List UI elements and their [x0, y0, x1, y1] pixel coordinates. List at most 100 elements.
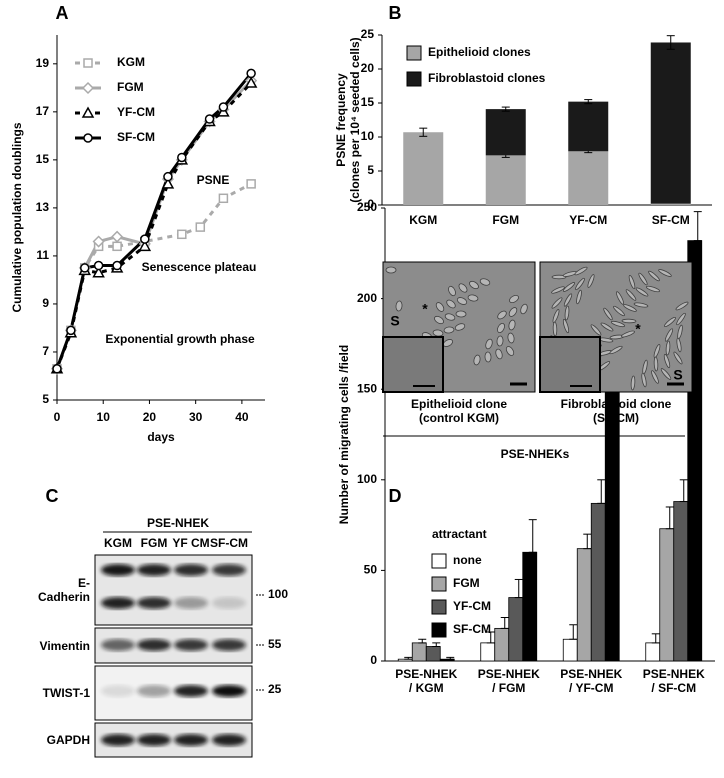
- cell: [664, 328, 674, 342]
- cell: [651, 370, 659, 384]
- cell: [638, 272, 648, 286]
- row-label: E- Cadherin: [37, 576, 90, 604]
- cell: [621, 330, 635, 338]
- legend-label: FGM: [117, 80, 144, 94]
- legend-label: YF-CM: [453, 599, 491, 613]
- band: [212, 639, 246, 651]
- band: [174, 639, 208, 651]
- legend-swatch: [431, 576, 447, 592]
- cell: [641, 372, 647, 388]
- micrograph-label: *: [422, 301, 428, 317]
- cell: [456, 297, 468, 305]
- band: [137, 639, 171, 651]
- point: [81, 81, 95, 95]
- cell: [485, 338, 493, 350]
- cell: [676, 312, 686, 326]
- cell: [603, 307, 613, 321]
- x-tick-label: PSE-NHEK / SF-CM: [642, 667, 705, 695]
- band: [137, 685, 171, 697]
- y-tick-label: 200: [357, 291, 377, 305]
- cell: [673, 351, 683, 365]
- x-tick-label: 30: [189, 410, 203, 424]
- x-tick-label: 20: [143, 410, 157, 424]
- y-tick-label: 19: [36, 56, 50, 70]
- cell: [551, 286, 565, 294]
- cell: [508, 307, 518, 317]
- micrograph-label: *: [635, 321, 641, 337]
- cell: [469, 280, 479, 290]
- legend-swatch: [406, 45, 422, 61]
- cell: [508, 319, 516, 331]
- point: [93, 260, 104, 271]
- y-tick-label: 150: [357, 381, 377, 395]
- inset: [539, 336, 601, 393]
- x-tick-label: YF-CM: [569, 213, 607, 227]
- cell: [495, 348, 503, 360]
- cell: [444, 313, 456, 321]
- point: [218, 102, 229, 112]
- cell: [395, 300, 403, 312]
- cell: [590, 324, 602, 336]
- y-tick-label: 20: [361, 61, 375, 75]
- cell: [562, 318, 570, 334]
- row-label: GAPDH: [46, 733, 90, 747]
- cell: [458, 283, 468, 293]
- cell: [625, 289, 637, 301]
- band: [137, 734, 171, 746]
- point: [52, 364, 62, 374]
- cell: [648, 270, 660, 282]
- band: [101, 685, 135, 697]
- cell: [621, 318, 637, 324]
- bar: [411, 642, 427, 662]
- y-tick-label: 5: [42, 392, 49, 406]
- point: [244, 76, 258, 88]
- cell: [507, 332, 515, 344]
- marker-label: 25: [268, 682, 282, 696]
- marker-label: 55: [268, 637, 282, 651]
- point: [138, 239, 152, 252]
- cell: [385, 266, 397, 274]
- legend-label: YF-CM: [117, 105, 155, 119]
- point: [204, 114, 215, 124]
- point: [92, 266, 105, 278]
- micrograph-caption: Epithelioid clone (control KGM): [410, 397, 508, 425]
- panel-label: C: [46, 486, 59, 506]
- x-tick-label: PSE-NHEK / KGM: [395, 667, 458, 695]
- bar: [494, 627, 510, 662]
- cell: [520, 303, 528, 315]
- y-tick-label: 250: [357, 200, 377, 214]
- cell: [675, 301, 689, 311]
- y-tick-label: 15: [361, 95, 375, 109]
- y-tick-label: 0: [367, 197, 374, 211]
- bar: [508, 597, 524, 662]
- cell: [473, 354, 481, 366]
- cell: [635, 287, 649, 297]
- cell: [610, 320, 626, 328]
- y-axis-label: (clones per 10⁴ seeded cells): [348, 37, 362, 202]
- x-tick-label: 0: [54, 410, 61, 424]
- bar-segment: [485, 155, 526, 205]
- x-tick-label: 10: [97, 410, 111, 424]
- cell: [575, 277, 585, 291]
- micrograph-caption: Fibroblastoid clone (SF-CM): [560, 397, 672, 425]
- bar-segment: [403, 132, 444, 205]
- bar-segment: [568, 101, 609, 152]
- row-label: Vimentin: [39, 638, 90, 653]
- marker-label: 100: [268, 587, 288, 601]
- panel-label: D: [389, 486, 402, 506]
- cell: [552, 309, 560, 323]
- cell: [432, 329, 444, 337]
- cell: [574, 266, 588, 276]
- point: [112, 260, 122, 271]
- cell: [448, 285, 456, 297]
- bar: [576, 548, 592, 662]
- point: [111, 230, 124, 243]
- band: [212, 564, 246, 576]
- y-tick-label: 15: [36, 152, 50, 166]
- annotation: Exponential growth phase: [105, 332, 255, 346]
- point: [246, 68, 256, 79]
- band: [101, 597, 135, 609]
- cell: [435, 302, 445, 312]
- cell: [630, 375, 636, 391]
